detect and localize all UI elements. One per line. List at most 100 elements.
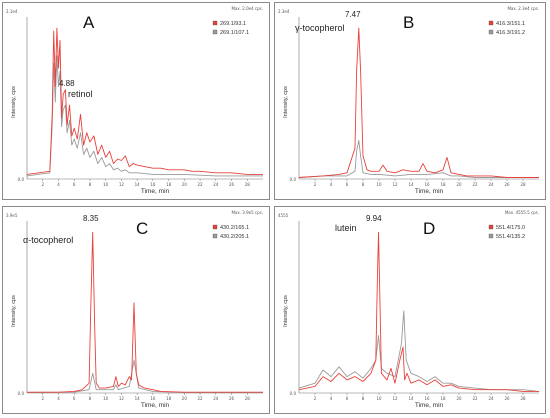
x-tick-label: 6	[346, 396, 349, 401]
x-tick-label: 12	[392, 396, 398, 401]
max-intensity-label: Max. 2.0e4 cps.	[231, 6, 263, 11]
y-axis-label: Intensity, cps	[283, 86, 289, 118]
x-tick-label: 26	[229, 396, 235, 401]
x-tick-label: 26	[229, 182, 235, 187]
legend-label-1: 551.4/175.0	[496, 225, 525, 231]
y-axis-label: Intensity, cps	[11, 295, 17, 327]
x-tick-label: 8	[362, 182, 365, 187]
x-tick-label: 12	[119, 396, 125, 401]
max-intensity-label: Max. 2.3e4 cps.	[507, 6, 539, 11]
x-tick-label: 4	[330, 182, 333, 187]
x-tick-label: 12	[392, 182, 398, 187]
x-tick-label: 6	[346, 182, 349, 187]
x-tick-label: 20	[456, 396, 462, 401]
x-tick-label: 8	[89, 182, 92, 187]
x-tick-label: 2	[41, 182, 44, 187]
legend-swatch-1	[212, 20, 218, 26]
x-tick-label: 20	[456, 182, 462, 187]
y-max-label: 3.9e5	[6, 213, 18, 218]
x-tick-label: 24	[213, 396, 219, 401]
x-tick-label: 12	[119, 182, 125, 187]
x-tick-label: 2	[314, 396, 317, 401]
compound-label-a: retinol	[68, 89, 93, 99]
series-line-2	[26, 359, 263, 393]
series-line-2	[26, 55, 263, 177]
x-tick-label: 10	[103, 396, 109, 401]
x-tick-label: 22	[198, 396, 204, 401]
x-axis-label: Time, min	[415, 402, 444, 409]
x-tick-label: 8	[89, 396, 92, 401]
x-tick-label: 4	[330, 396, 333, 401]
y-max-label: 2.1e4	[6, 9, 18, 14]
y-axis-label: Intensity, cps	[283, 295, 289, 327]
legend-swatch-2	[488, 29, 494, 35]
x-tick-label: 14	[135, 182, 141, 187]
y-axis-label: Intensity, cps	[11, 86, 17, 118]
legend-swatch-1	[488, 20, 494, 26]
series-line-1	[298, 231, 539, 392]
x-tick-label: 24	[488, 182, 494, 187]
series-line-2	[298, 310, 540, 392]
chart-panel-c: Max. 3.9e5 cps. 3.9e5 0.0 2 4 6 8 10 12 14 16 18 20 2…	[2, 206, 270, 414]
x-tick-label: 18	[166, 396, 172, 401]
x-tick-label: 16	[424, 182, 430, 187]
legend-label-2: 416.3/191.2	[496, 30, 525, 36]
x-tick-label: 8	[362, 396, 365, 401]
x-tick-label: 22	[198, 182, 204, 187]
max-intensity-label: Max. 4555.5 cps.	[505, 210, 539, 215]
max-intensity-label: Max. 3.9e5 cps.	[231, 210, 263, 215]
x-axis-label: Time, min	[141, 188, 170, 195]
peak-label-b: 7.47	[345, 10, 361, 19]
x-tick-label: 28	[245, 182, 251, 187]
x-tick-label: 10	[376, 396, 382, 401]
legend-label-2: 269.1/107.1	[220, 30, 249, 36]
x-axis-label: Time, min	[415, 188, 444, 195]
x-tick-label: 10	[376, 182, 382, 187]
x-tick-label: 28	[520, 182, 526, 187]
x-tick-label: 14	[135, 396, 141, 401]
x-tick-label: 16	[150, 182, 156, 187]
x-tick-label: 26	[504, 396, 510, 401]
compound-label-d: lutein	[335, 223, 357, 233]
x-tick-label: 24	[488, 396, 494, 401]
x-tick-label: 4	[57, 396, 60, 401]
legend-label-1: 269.1/93.1	[220, 21, 246, 27]
series-line-1	[26, 27, 263, 175]
x-tick-label: 18	[166, 182, 172, 187]
x-tick-label: 26	[504, 182, 510, 187]
legend-swatch-1	[212, 224, 218, 230]
x-tick-label: 14	[408, 182, 414, 187]
y-tick-label: 0.0	[18, 391, 25, 396]
y-tick-label: 0.0	[18, 177, 25, 182]
x-tick-label: 16	[424, 396, 430, 401]
x-tick-label: 2	[314, 182, 317, 187]
chart-panel-d: Max. 4555.5 cps. 4555 0.0 2 4 6 8 10 12 14 16 18 20 2…	[274, 206, 546, 414]
panel-letter-c: C	[136, 219, 149, 238]
compound-label-b: γ-tocopherol	[295, 23, 345, 33]
legend-swatch-2	[488, 233, 494, 239]
series-line-1	[298, 27, 539, 178]
y-tick-label: 0.0	[290, 391, 297, 396]
series-line-2	[298, 140, 539, 178]
compound-label-c: α-tocopherol	[23, 235, 74, 245]
x-tick-label: 28	[245, 396, 251, 401]
x-tick-label: 20	[182, 396, 188, 401]
x-tick-label: 14	[408, 396, 414, 401]
x-tick-label: 18	[440, 396, 446, 401]
y-max-label: 2.3e4	[278, 9, 290, 14]
legend-label-2: 551.4/135.2	[496, 234, 525, 240]
x-tick-label: 16	[150, 396, 156, 401]
chart-panel-b: Max. 2.3e4 cps. 2.3e4 0.0 2 4 6 8 10 12 14 16 18 20 2…	[274, 2, 546, 200]
peak-label-a: 4.88	[59, 79, 75, 88]
x-tick-label: 4	[57, 182, 60, 187]
peak-label-c: 8.35	[83, 214, 99, 223]
legend-swatch-1	[488, 224, 494, 230]
y-tick-label: 0.0	[290, 177, 297, 182]
panel-letter-d: D	[423, 219, 436, 238]
legend-swatch-2	[212, 29, 218, 35]
x-axis-label: Time, min	[141, 402, 170, 409]
x-tick-label: 6	[73, 182, 76, 187]
